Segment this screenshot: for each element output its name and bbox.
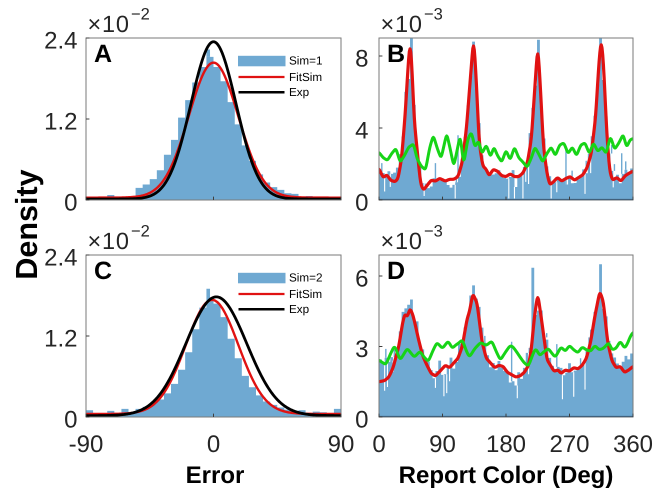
svg-text:Error: Error [186,462,245,489]
svg-text:2.4: 2.4 [44,244,77,271]
svg-text:-90: -90 [69,431,104,458]
svg-text:90: 90 [328,431,355,458]
svg-text:×10: ×10 [88,228,130,254]
svg-text:0: 0 [207,431,220,458]
svg-text:FitSim: FitSim [289,71,322,84]
svg-text:Sim=1: Sim=1 [289,55,322,68]
svg-text:3: 3 [355,336,368,363]
svg-text:−2: −2 [131,5,150,23]
svg-text:FitSim: FitSim [289,288,322,301]
svg-text:Sim=2: Sim=2 [289,272,322,285]
svg-text:D: D [387,257,405,285]
svg-text:0: 0 [355,406,368,433]
svg-text:C: C [94,257,112,285]
svg-text:90: 90 [429,431,456,458]
svg-text:2.4: 2.4 [44,27,77,54]
svg-text:Exp: Exp [289,86,310,99]
svg-text:270: 270 [549,431,589,458]
svg-text:0: 0 [355,189,368,216]
svg-text:×10: ×10 [381,11,423,37]
svg-text:Report Color (Deg): Report Color (Deg) [399,462,614,489]
svg-text:6: 6 [355,265,368,292]
svg-text:Density: Density [10,169,44,279]
svg-text:A: A [94,40,112,68]
svg-text:0: 0 [64,406,77,433]
svg-text:180: 180 [486,431,526,458]
svg-text:4: 4 [355,117,368,144]
svg-text:Exp: Exp [289,303,310,316]
svg-text:−2: −2 [131,222,150,240]
svg-text:1.2: 1.2 [44,325,77,352]
svg-text:B: B [387,40,405,68]
svg-text:8: 8 [355,45,368,72]
svg-text:1.2: 1.2 [44,108,77,135]
svg-text:0: 0 [372,431,385,458]
svg-text:×10: ×10 [88,11,130,37]
svg-text:360: 360 [613,431,653,458]
svg-text:×10: ×10 [381,228,423,254]
svg-text:−3: −3 [424,5,443,23]
svg-text:0: 0 [64,189,77,216]
svg-text:−3: −3 [424,222,443,240]
